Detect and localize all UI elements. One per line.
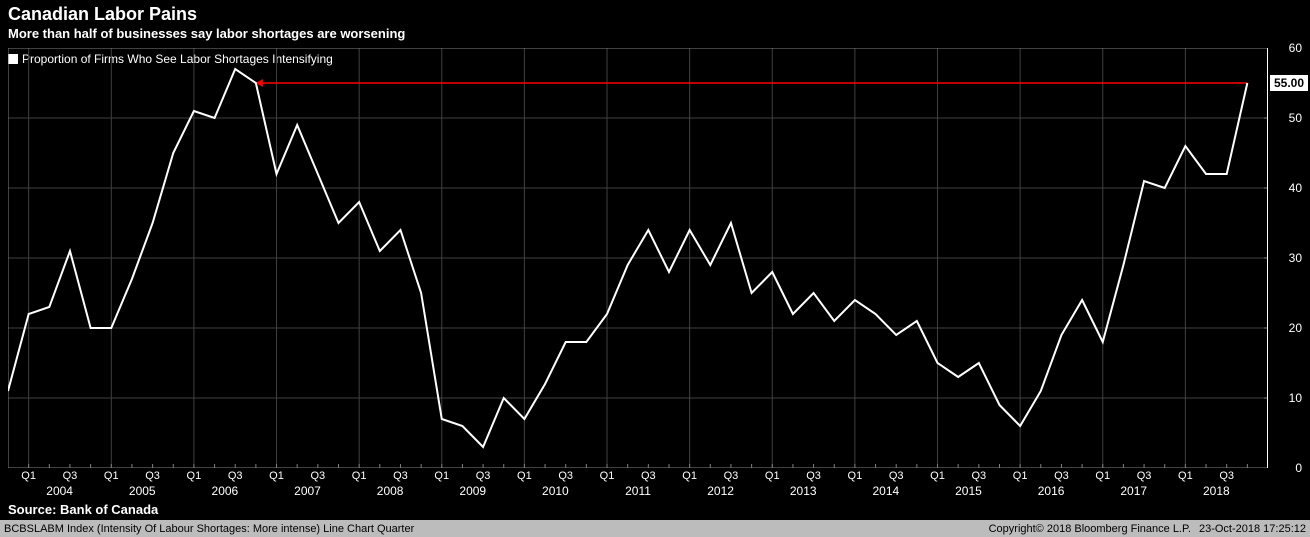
xtick-label: Q1 [104,470,119,482]
year-label: 2016 [1038,484,1065,498]
xtick-label: Q1 [434,470,449,482]
xtick-label: Q3 [145,470,160,482]
year-label: 2012 [707,484,734,498]
ytick-label: 0 [1295,461,1302,475]
footer-copyright: Copyright© 2018 Bloomberg Finance L.P. [981,523,1199,535]
xtick-label: Q3 [971,470,986,482]
xtick-label: Q1 [1095,470,1110,482]
xtick-label: Q1 [1013,470,1028,482]
xtick-label: Q1 [517,470,532,482]
ytick-label: 40 [1289,181,1302,195]
xtick-label: Q3 [393,470,408,482]
xtick-label: Q3 [806,470,821,482]
ytick-label: 60 [1289,41,1302,55]
y-axis: 010203040506055.00 [1268,48,1308,468]
xtick-label: Q1 [682,470,697,482]
xtick-label: Q3 [1054,470,1069,482]
xtick-label: Q1 [765,470,780,482]
chart-title: Canadian Labor Pains [8,4,197,25]
year-label: 2015 [955,484,982,498]
source-label: Source: Bank of Canada [8,502,158,517]
year-label: 2018 [1203,484,1230,498]
xtick-label: Q3 [1219,470,1234,482]
xtick-label: Q3 [641,470,656,482]
footer-index-desc: BCBSLABM Index (Intensity Of Labour Shor… [0,523,981,535]
xtick-label: Q3 [228,470,243,482]
x-axis: Q1 Q3 2004 Q1 Q3 2005 Q1 Q3 2006 Q1 Q3 2007 Q1 Q3 2008… [8,468,1268,502]
xtick-label: Q1 [187,470,202,482]
ytick-label: 30 [1289,251,1302,265]
ytick-label: 10 [1289,391,1302,405]
xtick-label: Q1 [930,470,945,482]
xtick-label: Q3 [310,470,325,482]
chart-subtitle: More than half of businesses say labor s… [8,26,405,41]
last-value-badge: 55.00 [1270,75,1308,91]
year-label: 2011 [625,484,651,498]
xtick-label: Q3 [476,470,491,482]
year-label: 2010 [542,484,569,498]
year-label: 2014 [873,484,900,498]
xtick-label: Q1 [352,470,367,482]
year-label: 2004 [46,484,73,498]
bloomberg-chart-container: Canadian Labor Pains More than half of b… [0,0,1310,537]
xtick-label: Q1 [1178,470,1193,482]
chart-plot [8,48,1268,468]
xtick-label: Q3 [1137,470,1152,482]
xtick-label: Q1 [600,470,615,482]
xtick-label: Q1 [21,470,36,482]
xtick-label: Q3 [558,470,573,482]
xtick-label: Q3 [63,470,78,482]
ytick-label: 50 [1289,111,1302,125]
xtick-label: Q1 [848,470,863,482]
year-label: 2007 [294,484,321,498]
year-label: 2005 [129,484,156,498]
ytick-label: 20 [1289,321,1302,335]
year-label: 2006 [212,484,239,498]
year-label: 2017 [1120,484,1147,498]
xtick-label: Q3 [889,470,904,482]
footer: BCBSLABM Index (Intensity Of Labour Shor… [0,520,1310,537]
footer-timestamp: 23-Oct-2018 17:25:12 [1199,523,1310,535]
year-label: 2008 [377,484,404,498]
year-label: 2013 [790,484,817,498]
xtick-label: Q1 [269,470,284,482]
year-label: 2009 [459,484,486,498]
xtick-label: Q3 [724,470,739,482]
